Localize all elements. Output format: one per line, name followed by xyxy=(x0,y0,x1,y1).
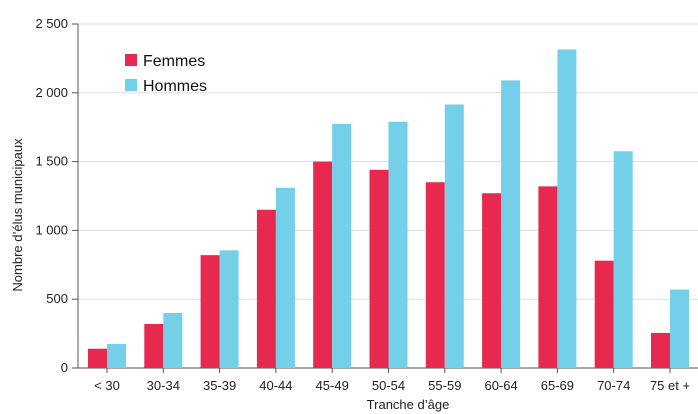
x-tick-label: 40-44 xyxy=(259,378,292,393)
legend-label-femmes: Femmes xyxy=(143,53,205,70)
y-tick-label: 2 000 xyxy=(35,85,68,100)
bar-hommes-6 xyxy=(444,104,464,368)
bar-hommes-3 xyxy=(275,187,295,368)
x-tick-label: 50-54 xyxy=(372,378,405,393)
x-tick-labels: < 30 30-34 35-39 40-44 45-49 50-54 55-59 60-64 6… xyxy=(94,378,690,393)
x-tick-label: 45-49 xyxy=(316,378,349,393)
bars xyxy=(88,49,689,369)
x-tick-label: 55-59 xyxy=(428,378,461,393)
bar-hommes-7 xyxy=(501,80,521,368)
bar-femmes-5 xyxy=(369,169,389,368)
x-tick-label: 35-39 xyxy=(203,378,236,393)
x-tick-label: 65-69 xyxy=(541,378,574,393)
bar-femmes-2 xyxy=(200,255,220,368)
bar-femmes-4 xyxy=(313,161,333,368)
x-tick-label: < 30 xyxy=(94,378,120,393)
bar-hommes-2 xyxy=(219,250,239,368)
bar-femmes-10 xyxy=(651,332,670,368)
bar-femmes-7 xyxy=(482,193,502,368)
y-tick-label: 1 000 xyxy=(35,222,68,237)
x-tick-label: 60-64 xyxy=(484,378,517,393)
bar-hommes-5 xyxy=(388,121,408,368)
bar-femmes-9 xyxy=(594,260,614,368)
bar-femmes-6 xyxy=(425,182,445,368)
bar-hommes-0 xyxy=(107,343,126,368)
x-tick-label: 30-34 xyxy=(147,378,180,393)
bar-hommes-9 xyxy=(613,151,633,368)
bar-femmes-3 xyxy=(256,209,276,368)
legend-swatch-femmes xyxy=(125,54,137,66)
y-tick-label: 0 xyxy=(61,360,68,375)
y-axis-title: Nombre d’élus municipaux xyxy=(10,138,25,292)
y-tick-labels: 0 500 1 000 1 500 2 000 2 500 xyxy=(35,16,68,375)
bar-hommes-4 xyxy=(332,123,352,368)
y-tick-label: 500 xyxy=(46,291,68,306)
bar-femmes-1 xyxy=(144,323,164,368)
bar-hommes-10 xyxy=(670,289,689,368)
legend-label-hommes: Hommes xyxy=(143,78,207,95)
y-tick-label: 2 500 xyxy=(35,16,68,31)
bar-hommes-1 xyxy=(163,312,183,368)
x-axis-title: Tranche d’âge xyxy=(367,397,450,412)
bar-femmes-8 xyxy=(538,186,558,368)
legend-swatch-hommes xyxy=(125,79,137,91)
x-tick-label: 75 et + xyxy=(650,378,690,393)
bar-femmes-0 xyxy=(88,348,107,368)
y-tick-label: 1 500 xyxy=(35,154,68,169)
bar-hommes-8 xyxy=(557,49,577,369)
legend: Femmes Hommes xyxy=(125,53,207,95)
gridlines xyxy=(78,23,698,300)
x-tick-label: 70-74 xyxy=(597,378,630,393)
